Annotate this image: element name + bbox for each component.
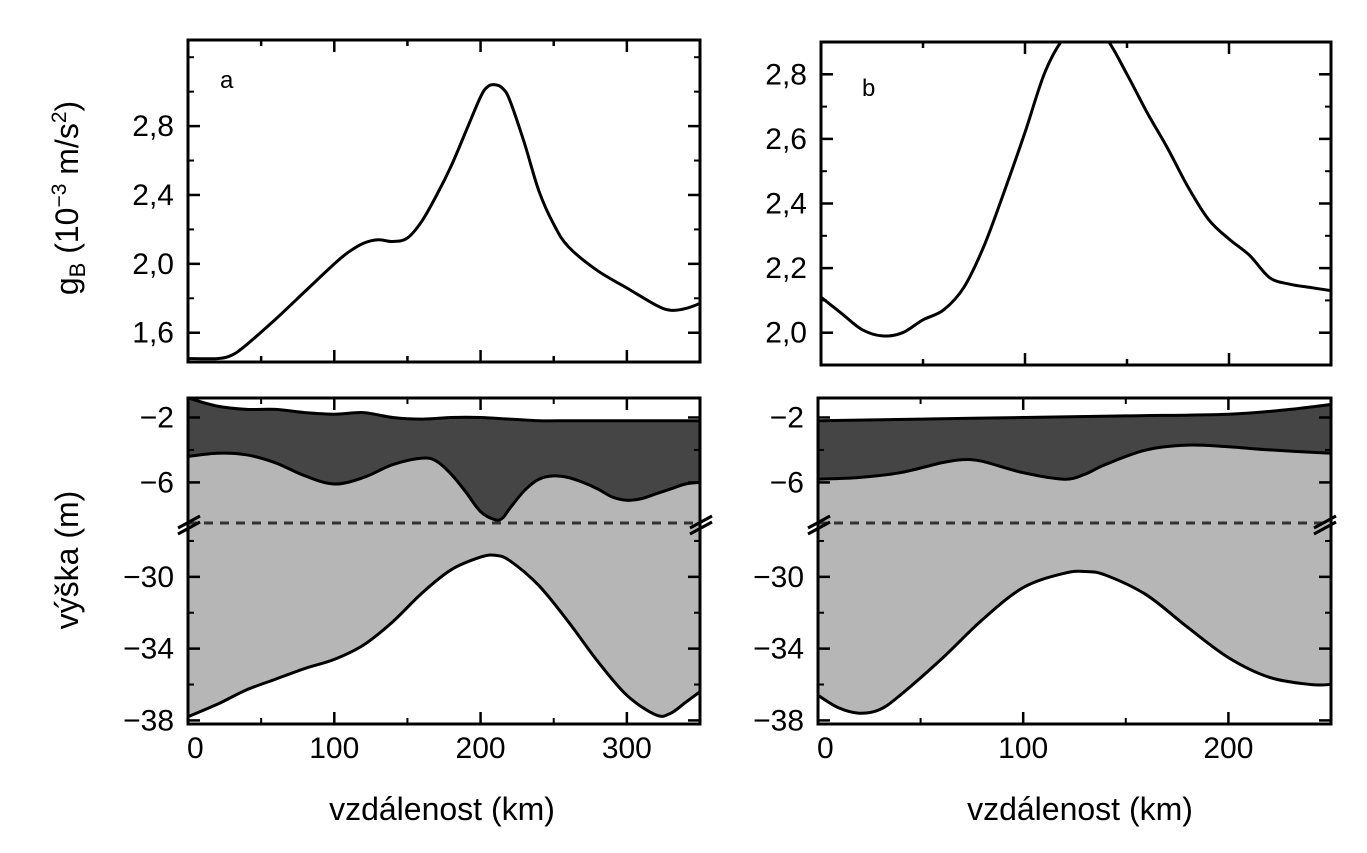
y-tick-label: 2,8 <box>132 110 174 143</box>
panel-a-lower-layer <box>188 453 700 717</box>
y-tick-label: 2,0 <box>132 248 174 281</box>
y-tick-label: −2 <box>140 401 174 434</box>
y-tick-label: −30 <box>753 561 804 594</box>
y-tick-label: 2,2 <box>765 252 807 285</box>
gravity-y-axis-title: gB (10−3 m/s2) <box>48 101 90 295</box>
y-tick-label: −38 <box>753 704 804 737</box>
panel-b-profile-frame <box>816 396 1333 726</box>
y-tick-label: −34 <box>753 633 804 666</box>
panel-b-interface-line <box>818 443 1331 481</box>
panel-a-upper-layer <box>188 398 700 521</box>
y-tick-label: −6 <box>770 466 804 499</box>
panel-a-basement-line <box>188 553 700 719</box>
y-tick-label: −30 <box>123 561 174 594</box>
x-tick-label: 300 <box>602 732 652 765</box>
panel-b-gravity: 2,0 2,2 2,4 2,6 2,8 b <box>765 40 1333 367</box>
panel-b-break-mark-left <box>807 514 831 536</box>
panel-a-profile-ticks: −2 −6 −30 −34 −38 0 100 200 300 <box>123 398 700 765</box>
panel-a-gravity-line <box>188 83 700 361</box>
panel-b-gravity-frame <box>819 40 1333 367</box>
panel-b-profile-ticks: −2 −6 −30 −34 −38 0 100 200 <box>753 398 1331 765</box>
y-tick-label: 2,0 <box>765 317 807 350</box>
panel-a-gravity-ticks: 1,6 2,0 2,4 2,8 <box>132 40 702 362</box>
panel-b-break-mark-right <box>1313 514 1337 536</box>
y-tick-label: 2,4 <box>132 179 174 212</box>
panel-a-gravity: 1,6 2,0 2,4 2,8 a <box>132 38 702 364</box>
panel-b-gravity-ticks: 2,0 2,2 2,4 2,6 2,8 <box>765 42 1333 366</box>
y-tick-label: 2,8 <box>765 58 807 91</box>
y-tick-label: 1,6 <box>132 317 174 350</box>
panel-a-surface-line <box>188 398 700 423</box>
panel-b-x-axis-title: vzdálenost (km) <box>967 791 1193 827</box>
panel-a-profile-frame <box>186 396 702 726</box>
x-tick-label: 100 <box>309 732 359 765</box>
y-tick-label: −6 <box>140 466 174 499</box>
panel-b-basement-line <box>818 569 1331 715</box>
x-tick-label: 200 <box>1203 732 1253 765</box>
panel-b-surface-line <box>818 403 1331 423</box>
y-tick-label: 2,4 <box>765 188 807 221</box>
y-tick-label: −34 <box>123 633 174 666</box>
panel-a-gravity-frame <box>186 38 702 364</box>
panel-a-break-mark-right <box>689 514 713 536</box>
panel-b-gravity-line <box>821 42 1331 338</box>
y-tick-label: −38 <box>123 704 174 737</box>
panel-a-label: a <box>220 67 234 94</box>
panel-a-break-mark-left <box>177 514 201 536</box>
panel-b-label: b <box>862 75 875 102</box>
panel-a-profile: −2 −6 −30 −34 −38 0 100 200 300 <box>123 396 713 765</box>
x-tick-label: 0 <box>187 732 204 765</box>
panel-a-x-axis-title: vzdálenost (km) <box>329 791 555 827</box>
panel-a-interface-line <box>188 451 700 522</box>
x-tick-label: 0 <box>817 732 834 765</box>
panel-b-profile: −2 −6 −30 −34 −38 0 100 200 <box>753 396 1337 765</box>
y-tick-label: −2 <box>770 401 804 434</box>
height-y-axis-title: výška (m) <box>49 491 85 630</box>
x-tick-label: 100 <box>998 732 1048 765</box>
x-tick-label: 200 <box>456 732 506 765</box>
y-tick-label: 2,6 <box>765 123 807 156</box>
panel-b-lower-layer <box>818 444 1331 714</box>
